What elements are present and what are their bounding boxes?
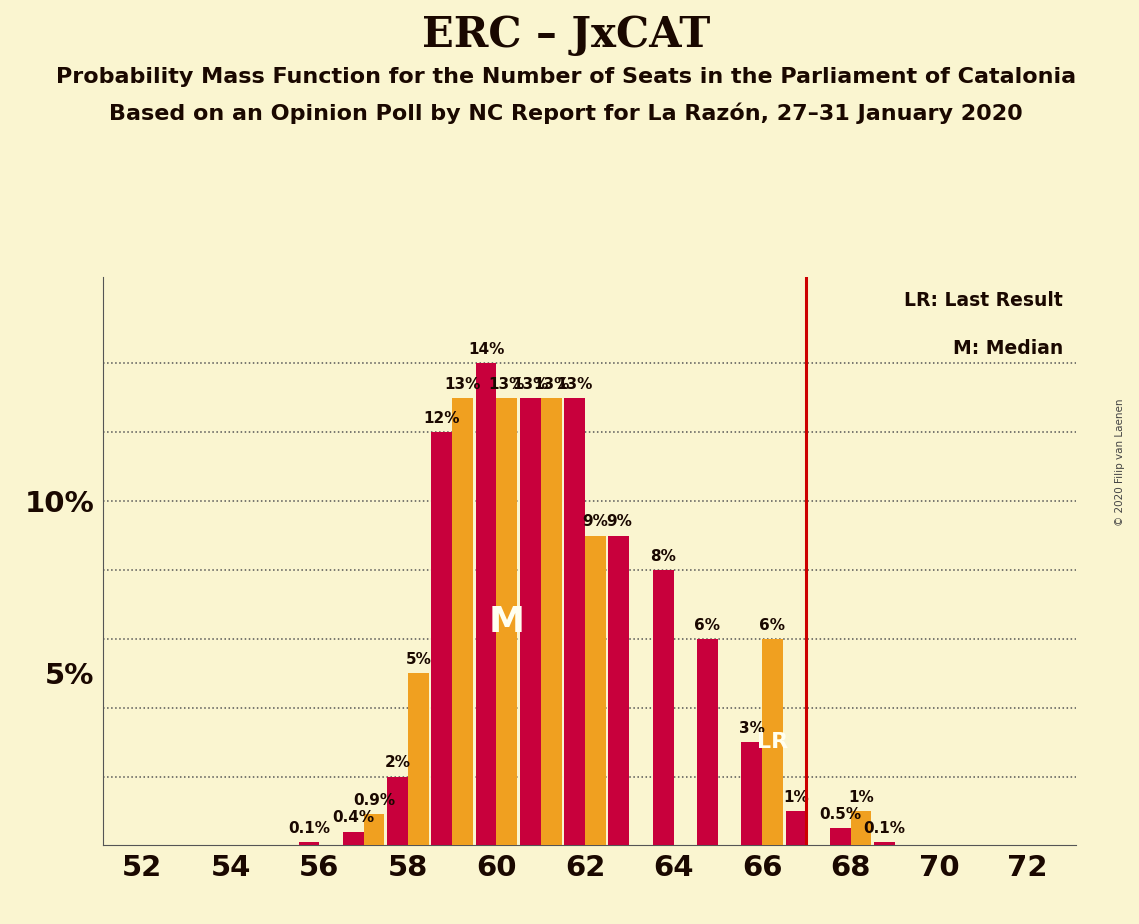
Bar bbox=[762, 638, 782, 845]
Text: 8%: 8% bbox=[650, 549, 677, 564]
Bar bbox=[476, 363, 497, 845]
Text: M: M bbox=[489, 604, 525, 638]
Text: 9%: 9% bbox=[606, 515, 632, 529]
Text: 0.5%: 0.5% bbox=[819, 807, 861, 822]
Text: 0.1%: 0.1% bbox=[288, 821, 330, 836]
Bar bbox=[408, 674, 428, 845]
Text: 1%: 1% bbox=[782, 790, 809, 805]
Text: 0.9%: 0.9% bbox=[353, 794, 395, 808]
Text: Probability Mass Function for the Number of Seats in the Parliament of Catalonia: Probability Mass Function for the Number… bbox=[56, 67, 1076, 87]
Bar bbox=[452, 397, 473, 845]
Text: ERC – JxCAT: ERC – JxCAT bbox=[421, 14, 711, 55]
Bar bbox=[697, 638, 718, 845]
Bar bbox=[387, 776, 408, 845]
Bar bbox=[343, 832, 363, 845]
Bar bbox=[741, 742, 762, 845]
Text: 0.4%: 0.4% bbox=[333, 810, 375, 825]
Bar bbox=[298, 842, 319, 845]
Text: LR: LR bbox=[757, 732, 788, 752]
Text: 13%: 13% bbox=[557, 377, 592, 392]
Text: Based on an Opinion Poll by NC Report for La Razón, 27–31 January 2020: Based on an Opinion Poll by NC Report fo… bbox=[109, 103, 1023, 124]
Text: M: Median: M: Median bbox=[953, 339, 1063, 359]
Text: 13%: 13% bbox=[489, 377, 525, 392]
Bar bbox=[608, 536, 629, 845]
Text: 6%: 6% bbox=[760, 617, 786, 633]
Text: 6%: 6% bbox=[695, 617, 720, 633]
Bar bbox=[874, 842, 895, 845]
Text: LR: Last Result: LR: Last Result bbox=[904, 291, 1063, 310]
Text: 13%: 13% bbox=[533, 377, 570, 392]
Text: 9%: 9% bbox=[582, 515, 608, 529]
Bar bbox=[585, 536, 606, 845]
Bar bbox=[519, 397, 541, 845]
Bar bbox=[830, 828, 851, 845]
Bar bbox=[432, 432, 452, 845]
Text: © 2020 Filip van Laenen: © 2020 Filip van Laenen bbox=[1115, 398, 1125, 526]
Text: 0.1%: 0.1% bbox=[863, 821, 906, 836]
Bar bbox=[497, 397, 517, 845]
Bar bbox=[564, 397, 585, 845]
Text: 2%: 2% bbox=[385, 756, 410, 771]
Bar bbox=[541, 397, 562, 845]
Bar bbox=[363, 814, 385, 845]
Text: 3%: 3% bbox=[739, 721, 764, 736]
Bar bbox=[653, 570, 673, 845]
Text: 1%: 1% bbox=[849, 790, 874, 805]
Bar bbox=[786, 811, 806, 845]
Text: 12%: 12% bbox=[424, 411, 460, 426]
Text: 13%: 13% bbox=[513, 377, 549, 392]
Bar bbox=[851, 811, 871, 845]
Text: 13%: 13% bbox=[444, 377, 481, 392]
Text: 14%: 14% bbox=[468, 342, 505, 357]
Text: 5%: 5% bbox=[405, 652, 432, 667]
